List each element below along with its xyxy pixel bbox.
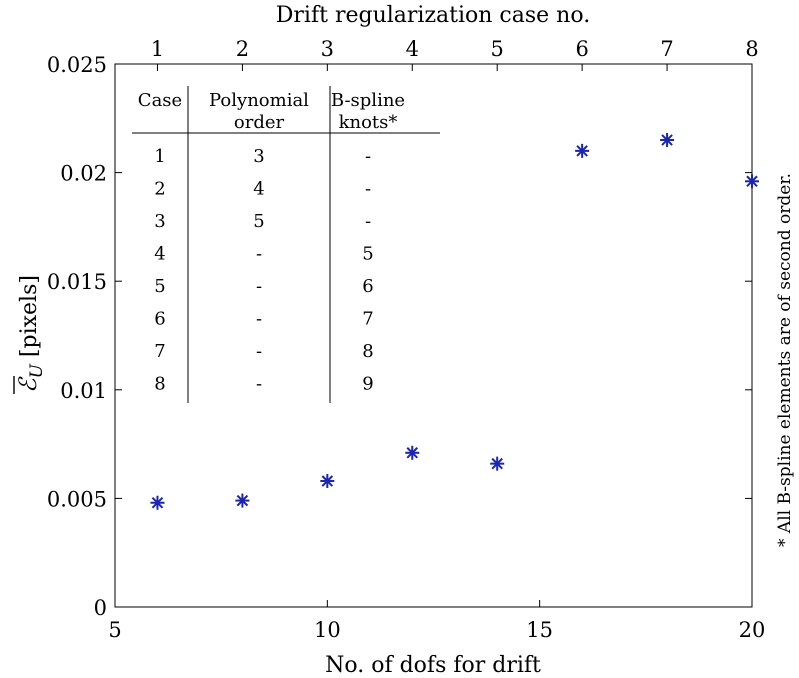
data-points (150, 133, 759, 510)
table-cell: - (256, 341, 262, 362)
data-point (320, 474, 335, 489)
table-cell: 3 (154, 211, 165, 232)
table-cell: 6 (154, 309, 165, 330)
data-point (235, 493, 250, 508)
y-tick-label: 0.015 (47, 270, 107, 294)
table-cell: 4 (253, 179, 264, 200)
data-point (150, 495, 165, 510)
table-cell: - (256, 276, 262, 297)
y-tick-label: 0.01 (60, 379, 107, 403)
data-point (490, 456, 505, 471)
x-tick-label: 5 (108, 618, 121, 642)
top-tick-label: 5 (491, 37, 504, 61)
table-cell: 9 (362, 374, 373, 395)
y-tick-label: 0.025 (47, 53, 107, 77)
top-tick-label: 1 (151, 37, 164, 61)
top-tick-label: 7 (660, 37, 673, 61)
table-cell: - (365, 146, 371, 167)
table-header: Case (138, 90, 182, 111)
table-cell: 7 (362, 309, 373, 330)
y-axis-symbol: ℰ (14, 376, 42, 393)
top-axis-title: Drift regularization case no. (276, 3, 590, 28)
table-cell: 5 (362, 244, 373, 265)
x-tick-label: 20 (739, 618, 766, 642)
data-point (745, 174, 759, 189)
side-note: * All B-spline elements are of second or… (775, 173, 795, 547)
table-cell: - (365, 179, 371, 200)
y-axis-title: ℰU [pixels] (13, 275, 47, 394)
top-tick-label: 3 (321, 37, 334, 61)
table-cell: 8 (362, 341, 373, 362)
y-axis-subscript: U (27, 363, 47, 378)
data-point (575, 143, 590, 158)
axis-ticks (114, 63, 753, 608)
table-cell: 5 (253, 211, 264, 232)
table-cell: - (256, 309, 262, 330)
y-tick-label: 0 (94, 596, 107, 620)
x-tick-label: 15 (526, 618, 553, 642)
data-point (405, 445, 420, 460)
table-cell: 1 (154, 146, 165, 167)
table-cell: 3 (253, 146, 264, 167)
table-cell: - (256, 244, 262, 265)
top-tick-label: 8 (745, 37, 758, 61)
table-cell: 6 (362, 276, 373, 297)
y-tick-label: 0.02 (60, 162, 107, 186)
table-cell: 5 (154, 276, 165, 297)
top-tick-label: 4 (406, 37, 419, 61)
table-header: B-spline (331, 90, 405, 111)
table-cell: 2 (154, 179, 165, 200)
y-tick-label: 0.005 (47, 487, 107, 511)
x-axis-title: No. of dofs for drift (325, 653, 541, 678)
table-cell: 7 (154, 341, 165, 362)
table-cell: 8 (154, 374, 165, 395)
y-axis-unit: [pixels] (17, 275, 42, 357)
data-point (660, 133, 675, 148)
table-header: knots* (339, 112, 398, 133)
top-tick-label: 2 (236, 37, 249, 61)
top-tick-label: 6 (575, 37, 588, 61)
plot-frame (114, 63, 753, 608)
table-cell: - (365, 211, 371, 232)
x-tick-label: 10 (314, 618, 341, 642)
table-header: Polynomial (209, 90, 309, 111)
table-header: order (234, 112, 285, 133)
table-cell: - (256, 374, 262, 395)
svg-text:ℰU [pixels]: ℰU [pixels] (14, 275, 47, 393)
table-cell: 4 (154, 244, 165, 265)
